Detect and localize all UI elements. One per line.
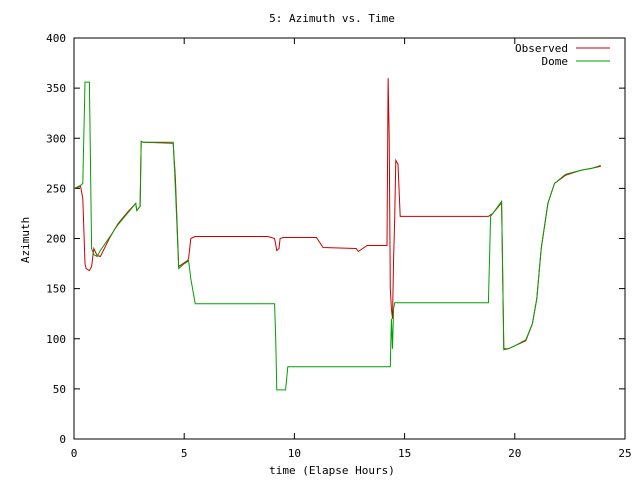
y-tick-label: 250 <box>46 182 66 195</box>
y-tick-label: 50 <box>53 383 66 396</box>
x-tick-label: 0 <box>71 447 78 460</box>
y-tick-label: 150 <box>46 283 66 296</box>
y-tick-label: 300 <box>46 132 66 145</box>
series-line-observed <box>73 78 601 350</box>
y-axis-label: Azimuth <box>19 217 32 263</box>
series-lines <box>73 78 601 391</box>
y-tick-label: 350 <box>46 82 66 95</box>
chart-title: 5: Azimuth vs. Time <box>269 12 395 25</box>
y-tick-label: 100 <box>46 333 66 346</box>
x-tick-label: 15 <box>398 447 411 460</box>
x-tick-label: 20 <box>508 447 521 460</box>
legend-label-observed: Observed <box>515 42 568 55</box>
legend: Observed Dome <box>515 42 610 68</box>
y-tick-label: 0 <box>59 433 66 446</box>
y-tick-label: 400 <box>46 32 66 45</box>
legend-label-dome: Dome <box>542 55 569 68</box>
x-tick-label: 5 <box>181 447 188 460</box>
x-tick-label: 10 <box>288 447 301 460</box>
y-tick-label: 200 <box>46 233 66 246</box>
x-tick-label: 25 <box>618 447 631 460</box>
x-axis-label: time (Elapse Hours) <box>269 464 395 477</box>
series-line-dome <box>73 81 601 391</box>
